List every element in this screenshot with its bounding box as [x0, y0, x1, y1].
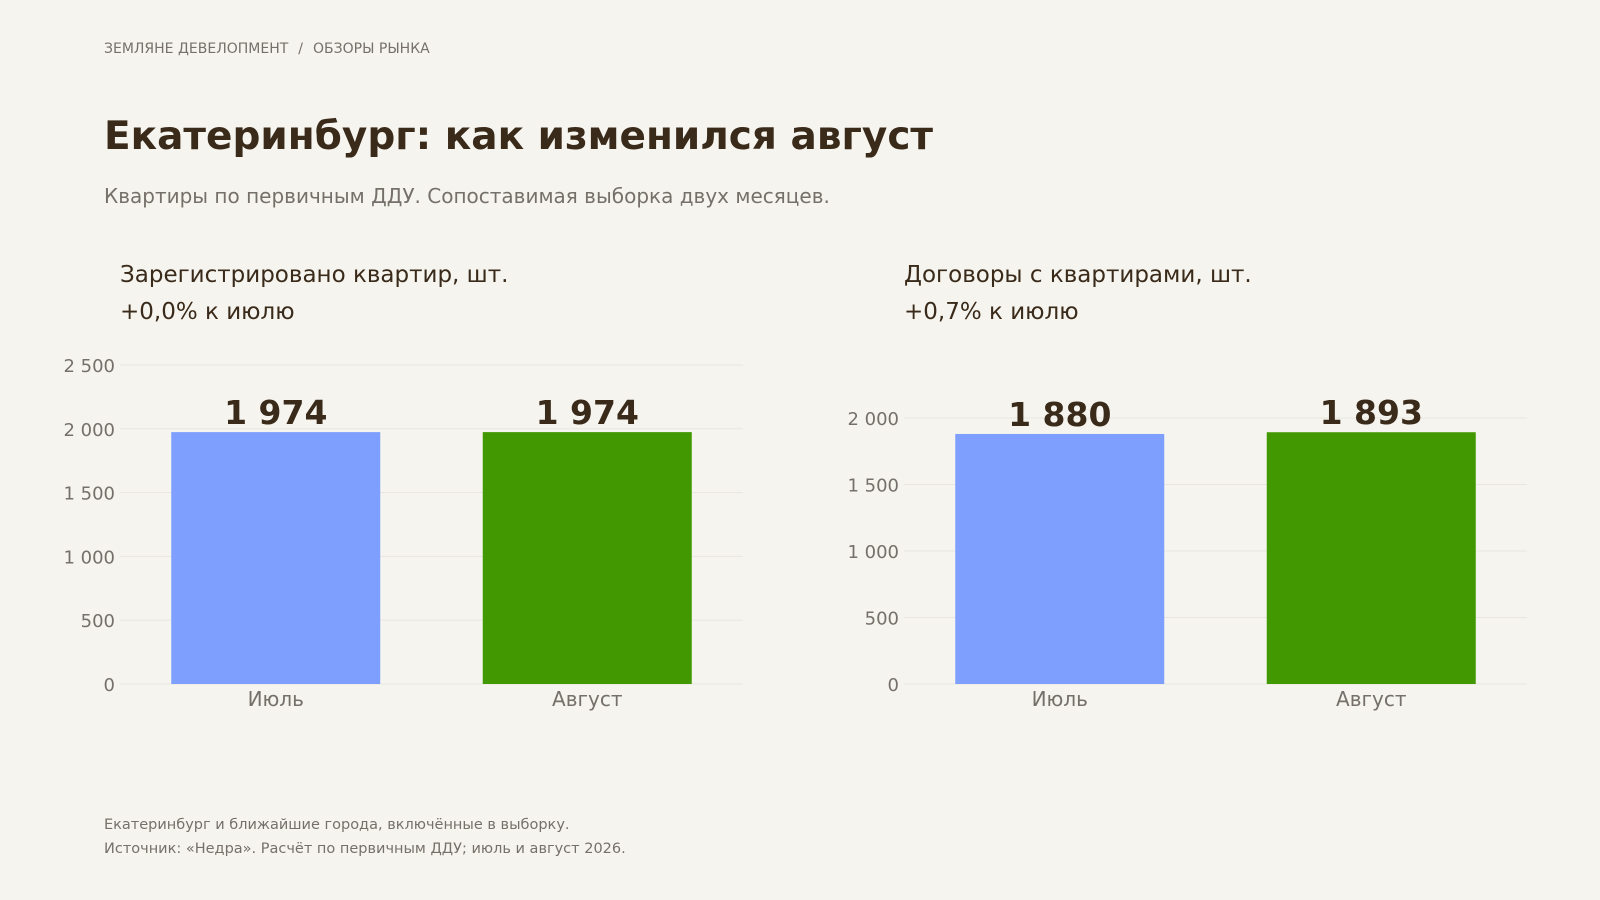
breadcrumb-item-reviews[interactable]: ОБЗОРЫ РЫНКА: [313, 41, 430, 57]
page-title: Екатеринбург: как изменился август: [104, 114, 934, 159]
y-tick-label: 2 000: [63, 420, 115, 441]
y-tick-label: 0: [104, 675, 115, 696]
x-tick-label: Август: [1336, 687, 1407, 711]
y-tick-label: 1 000: [63, 547, 115, 568]
y-tick-label: 0: [888, 675, 899, 696]
page-subtitle: Квартиры по первичным ДДУ. Сопоставимая …: [104, 184, 830, 208]
breadcrumb-separator: /: [298, 41, 304, 57]
x-tick-label: Июль: [1032, 687, 1088, 711]
y-tick-label: 1 500: [847, 476, 899, 497]
x-tick-label: Июль: [248, 687, 304, 711]
footnote-source: Источник: «Недра». Расчёт по первичным Д…: [104, 841, 626, 857]
bar-value-label: 1 974: [536, 393, 639, 432]
chart-title: Зарегистрировано квартир, шт.: [120, 262, 509, 288]
y-tick-label: 2 000: [847, 409, 899, 430]
chart-change-label: +0,0% к июлю: [120, 299, 295, 325]
footnote-scope: Екатеринбург и ближайшие города, включён…: [104, 817, 570, 833]
bar-august: [482, 432, 692, 684]
bar-july: [171, 432, 381, 684]
x-tick-label: Август: [552, 687, 623, 711]
y-tick-label: 1 000: [847, 542, 899, 563]
bar-value-label: 1 880: [1008, 395, 1111, 434]
bar-july: [955, 433, 1165, 684]
y-tick-label: 2 500: [63, 356, 115, 377]
breadcrumb: ЗЕМЛЯНЕ ДЕВЕЛОПМЕНТ / ОБЗОРЫ РЫНКА: [104, 41, 430, 57]
y-tick-label: 500: [865, 609, 899, 630]
bar-value-label: 1 893: [1320, 393, 1423, 432]
y-tick-label: 500: [81, 611, 115, 632]
bar-august: [1266, 432, 1476, 684]
breadcrumb-item-company[interactable]: ЗЕМЛЯНЕ ДЕВЕЛОПМЕНТ: [104, 41, 289, 57]
chart-change-label: +0,7% к июлю: [904, 299, 1079, 325]
y-tick-label: 1 500: [63, 484, 115, 505]
chart-title: Договоры с квартирами, шт.: [904, 262, 1252, 288]
bar-value-label: 1 974: [224, 393, 327, 432]
